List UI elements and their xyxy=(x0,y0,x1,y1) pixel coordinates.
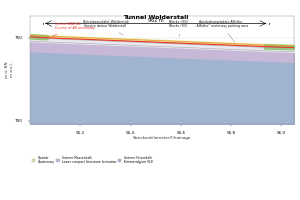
X-axis label: Streckenkilometer/Chainage: Streckenkilometer/Chainage xyxy=(133,136,191,140)
Text: Betriebsausfahrt Wolderstall
Service detour Wolderstall: Betriebsausfahrt Wolderstall Service det… xyxy=(83,20,128,35)
Y-axis label: m ü. NN
m a.s.l.: m ü. NN m a.s.l. xyxy=(5,62,14,78)
Text: Tunnel Wolderstall: Tunnel Wolderstall xyxy=(123,15,188,20)
Text: Blöcke (93)/
Blocks (93): Blöcke (93)/ Blocks (93) xyxy=(169,20,188,36)
Text: Autobahnparkplatz Allhöhe
„Allhöhe“ motorway parking area: Autobahnparkplatz Allhöhe „Allhöhe“ moto… xyxy=(194,20,248,42)
Text: Verlauf BAB A8
Course of A8 motorway: Verlauf BAB A8 Course of A8 motorway xyxy=(52,22,95,36)
Text: 962 m: 962 m xyxy=(148,18,164,23)
Legend: Quartär
Quaternary, Unterer Massenkalk
Lower compact limestone formation, Untere: Quartär Quaternary, Unterer Massenkalk L… xyxy=(32,156,153,164)
